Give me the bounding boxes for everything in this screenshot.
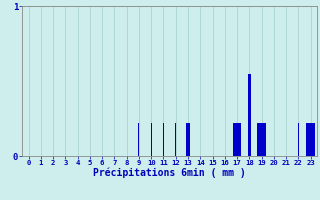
Bar bbox=[175, 123, 176, 156]
Bar bbox=[298, 123, 299, 156]
Bar bbox=[187, 123, 189, 156]
Bar bbox=[233, 123, 241, 156]
Bar bbox=[306, 123, 315, 156]
Bar bbox=[139, 123, 140, 156]
Bar bbox=[248, 73, 251, 156]
Bar bbox=[163, 123, 164, 156]
Bar bbox=[257, 123, 266, 156]
Bar bbox=[151, 123, 152, 156]
X-axis label: Précipitations 6min ( mm ): Précipitations 6min ( mm ) bbox=[93, 168, 246, 178]
